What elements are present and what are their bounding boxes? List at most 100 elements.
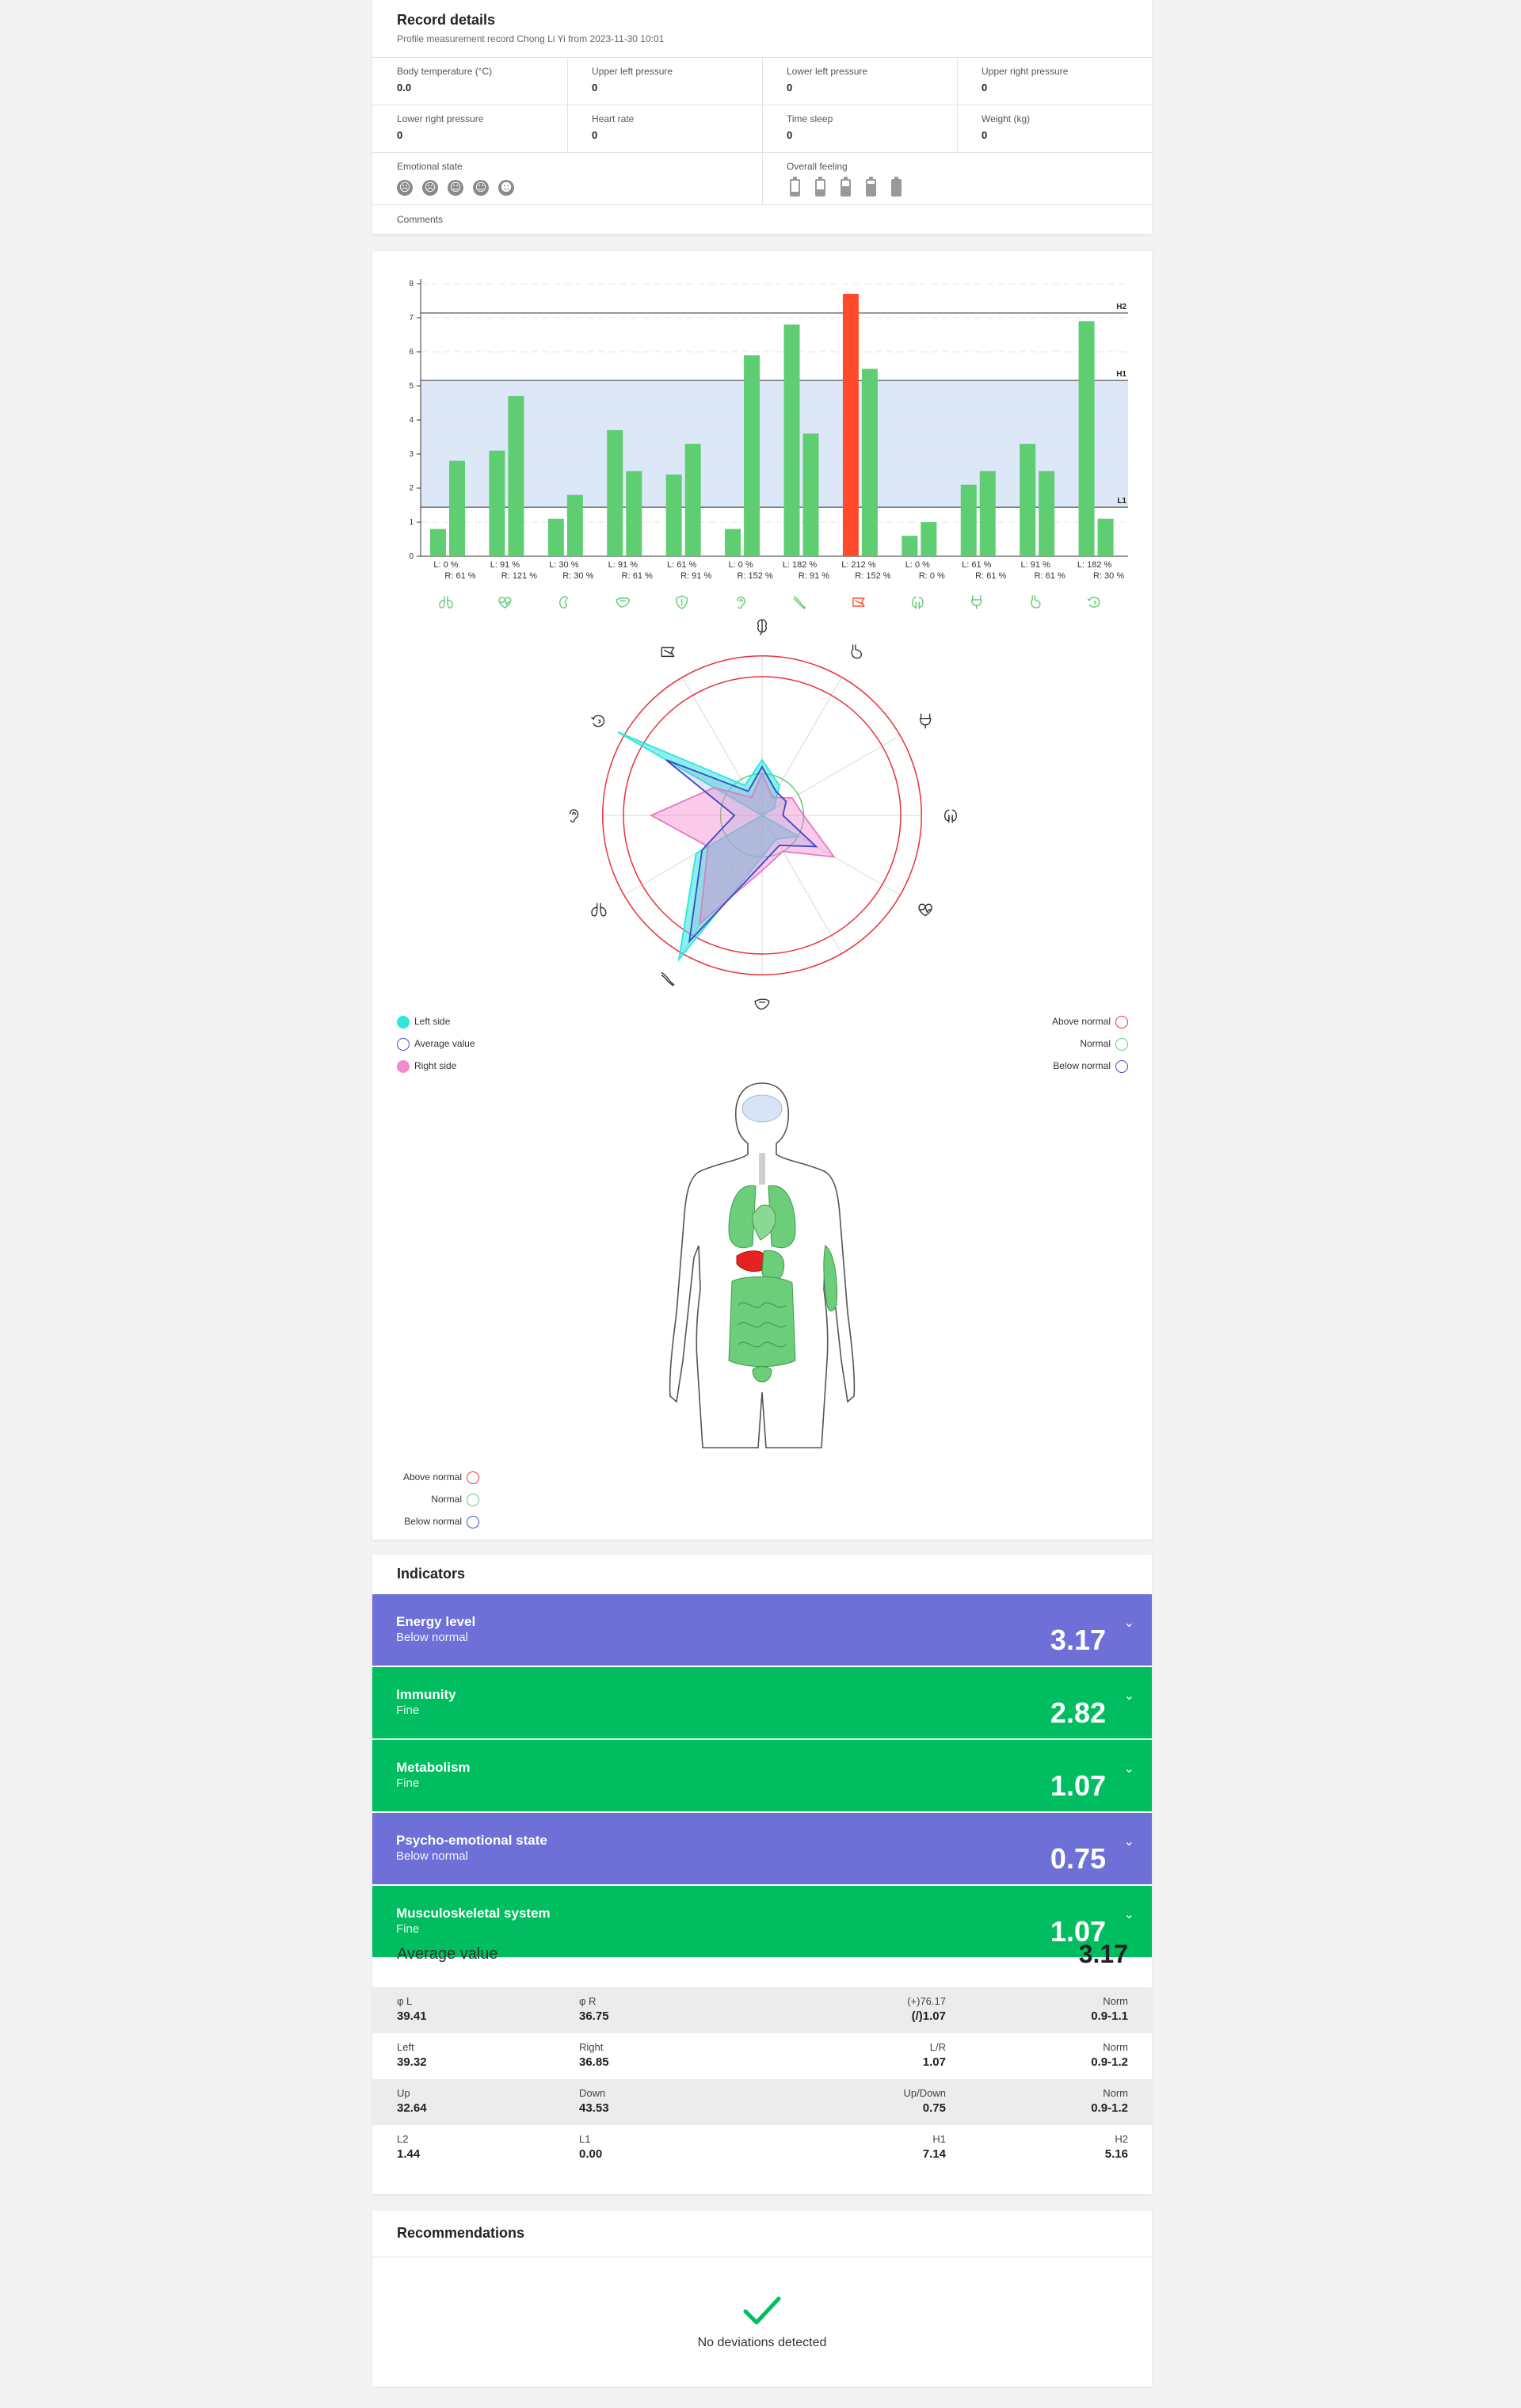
legend-label: Normal: [1080, 1038, 1111, 1049]
comments-label: Comments: [397, 214, 444, 225]
chevron-down-icon[interactable]: ⌄: [1123, 1908, 1134, 1921]
stat-row: Up 32.64 Down 43.53 Up/Down 0.75 Norm 0.9-1.2: [372, 2079, 1152, 2125]
bladder-icon: [919, 713, 932, 729]
bar: [1039, 471, 1055, 556]
stat-cell: L1 0.00: [579, 2133, 602, 2161]
sad-face-icon[interactable]: ☹: [422, 180, 438, 196]
stat-value: 0.00: [579, 2147, 603, 2161]
recommendations-card: Recommendations No deviations detected: [372, 2211, 1152, 2387]
stat-label: (+)76.17: [907, 1995, 946, 2007]
stat-row: φ L 39.41 φ R 36.75 (+)76.17 (/)1.07 Norm 0.9-1…: [372, 1987, 1152, 2033]
bar-right-label: R: 61 %: [622, 571, 653, 581]
kidney-icon: [559, 596, 568, 609]
bar: [449, 460, 465, 556]
legend-average-value: Average value: [397, 1036, 475, 1059]
legend-label: Above normal: [402, 1471, 462, 1483]
icon-path: [754, 998, 770, 1010]
smile-face-icon[interactable]: ☺: [473, 180, 489, 196]
heart-icon: [918, 903, 932, 917]
check-icon: [743, 2296, 781, 2325]
legend-label: Right side: [414, 1060, 457, 1071]
bar-right-label: R: 91 %: [680, 571, 711, 581]
indicator-value: 2.82: [1050, 1696, 1106, 1729]
stat-cell: φ R 36.75: [579, 1995, 609, 2023]
bar: [725, 529, 741, 556]
indicator-metabolism[interactable]: Metabolism Fine 1.07 ⌄: [372, 1740, 1152, 1811]
battery-icon[interactable]: [891, 177, 902, 197]
very-sad-face-icon[interactable]: ☹: [397, 180, 413, 196]
stat-cell: L/R 1.07: [923, 2041, 946, 2069]
bar-right-label: R: 152 %: [855, 571, 890, 581]
stat-label: φ R: [579, 1995, 597, 2007]
bar-left-label: L: 182 %: [783, 560, 818, 570]
field-value: 0: [787, 82, 793, 93]
record-title: Record details: [397, 12, 496, 28]
stat-label: Norm: [1103, 2087, 1128, 2099]
bladder-shape: [752, 1366, 772, 1383]
stat-cell: Down 43.53: [579, 2087, 609, 2115]
record-subtitle: Profile measurement record Chong Li Yi f…: [397, 33, 665, 44]
indicator-status: Below normal: [396, 1631, 468, 1644]
bar: [1078, 321, 1095, 556]
battery-icon[interactable]: [815, 177, 825, 197]
bar-right-label: R: 30 %: [1093, 571, 1124, 581]
chevron-down-icon[interactable]: ⌄: [1123, 1835, 1134, 1849]
outer-ring: [602, 655, 922, 975]
indicator-psycho-emotional[interactable]: Psycho-emotional state Below normal 0.75…: [372, 1813, 1152, 1884]
stat-value: 36.85: [579, 2055, 609, 2069]
stat-label: H2: [1115, 2133, 1128, 2145]
y-tick-label: 3: [409, 450, 414, 459]
battery-fill: [893, 181, 900, 195]
neutral-face-icon[interactable]: ☺: [448, 180, 463, 196]
stat-cell: φ L 39.41: [397, 1995, 427, 2023]
right-lung-shape: [768, 1185, 796, 1249]
indicator-musculoskeletal[interactable]: Musculoskeletal system Fine 1.07 ⌄: [372, 1886, 1152, 1957]
indicator-value: 1.07: [1050, 1915, 1106, 1948]
chevron-down-icon[interactable]: ⌄: [1123, 1616, 1134, 1630]
field-value: 0: [982, 129, 988, 141]
icon-path: [919, 713, 932, 729]
reference-line-label: L1: [1117, 497, 1126, 506]
field-label: Weight (kg): [982, 113, 1031, 124]
legend-right-side: Right side: [397, 1059, 475, 1081]
bar: [1020, 444, 1036, 556]
bar: [979, 471, 996, 556]
stat-cell: Up/Down 0.75: [904, 2087, 946, 2115]
bar-right-label: R: 30 %: [562, 571, 593, 581]
stat-value: 0.9-1.2: [1091, 2055, 1128, 2069]
battery-icon[interactable]: [790, 177, 800, 197]
above-normal-dot: [1115, 1015, 1128, 1028]
field-label: Body temperature (°C): [397, 66, 493, 77]
legend-label: Below normal: [404, 1516, 462, 1527]
bar: [783, 324, 800, 556]
chevron-down-icon[interactable]: ⌄: [1123, 1762, 1134, 1776]
chevron-down-icon[interactable]: ⌄: [1123, 1689, 1134, 1703]
bar-left-label: L: 212 %: [841, 560, 876, 570]
heart-shape: [752, 1204, 776, 1241]
brain-shape: [741, 1094, 783, 1123]
indicator-immunity[interactable]: Immunity Fine 2.82 ⌄: [372, 1667, 1152, 1738]
legend-normal: Normal: [372, 1492, 479, 1514]
bar-left-label: L: 91 %: [608, 560, 639, 570]
average-dot: [397, 1037, 410, 1051]
bar-left-label: L: 61 %: [667, 560, 697, 570]
y-tick-label: 6: [409, 348, 414, 357]
y-tick-label: 5: [409, 382, 414, 391]
indicator-energy-level[interactable]: Energy level Below normal 3.17 ⌄: [372, 1594, 1152, 1666]
battery-icon[interactable]: [841, 177, 851, 197]
indicators-title: Indicators: [397, 1566, 466, 1582]
stat-cell: Right 36.85: [579, 2041, 609, 2069]
stat-value: 7.14: [922, 2147, 946, 2161]
happy-face-icon[interactable]: ☻: [498, 180, 514, 196]
field-value: 0: [787, 129, 793, 141]
below-normal-dot: [467, 1515, 479, 1528]
stat-cell: Up 32.64: [397, 2087, 427, 2115]
battery-icon[interactable]: [866, 177, 876, 197]
legend-above-normal: Above normal: [1052, 1014, 1128, 1036]
stat-label: Left: [397, 2041, 414, 2053]
liver-shape: [736, 1250, 764, 1273]
bar: [508, 395, 524, 556]
stat-value: 32.64: [397, 2101, 427, 2115]
intestine-icon: [852, 597, 865, 607]
icon-path: [661, 971, 675, 986]
